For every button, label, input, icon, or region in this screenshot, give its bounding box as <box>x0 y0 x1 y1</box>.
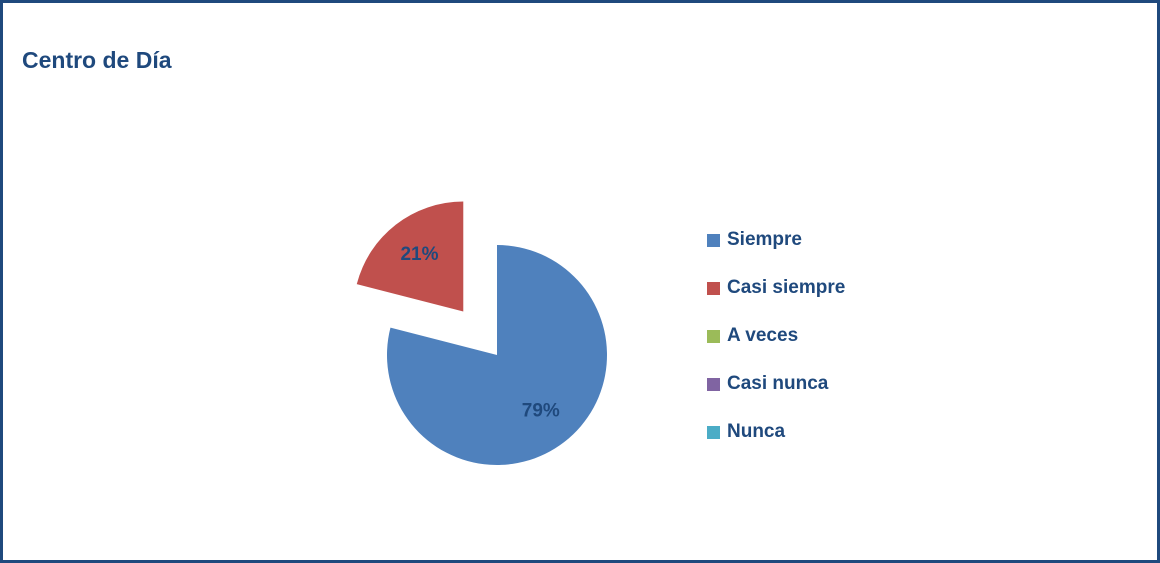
chart-title: Centro de Día <box>22 47 172 73</box>
legend-label: Casi nunca <box>727 373 829 394</box>
legend-swatch <box>707 426 720 439</box>
pie-slice <box>386 245 607 465</box>
legend-label: A veces <box>727 325 798 346</box>
legend-label: Nunca <box>727 421 786 442</box>
legend-swatch <box>707 330 720 343</box>
legend-swatch <box>707 378 720 391</box>
legend-swatch <box>707 282 720 295</box>
pie-slice <box>356 201 464 312</box>
data-label: 21% <box>400 244 438 265</box>
data-label: 79% <box>522 401 560 422</box>
legend-label: Siempre <box>727 229 802 250</box>
legend-label: Casi siempre <box>727 277 845 298</box>
legend-swatch <box>707 234 720 247</box>
